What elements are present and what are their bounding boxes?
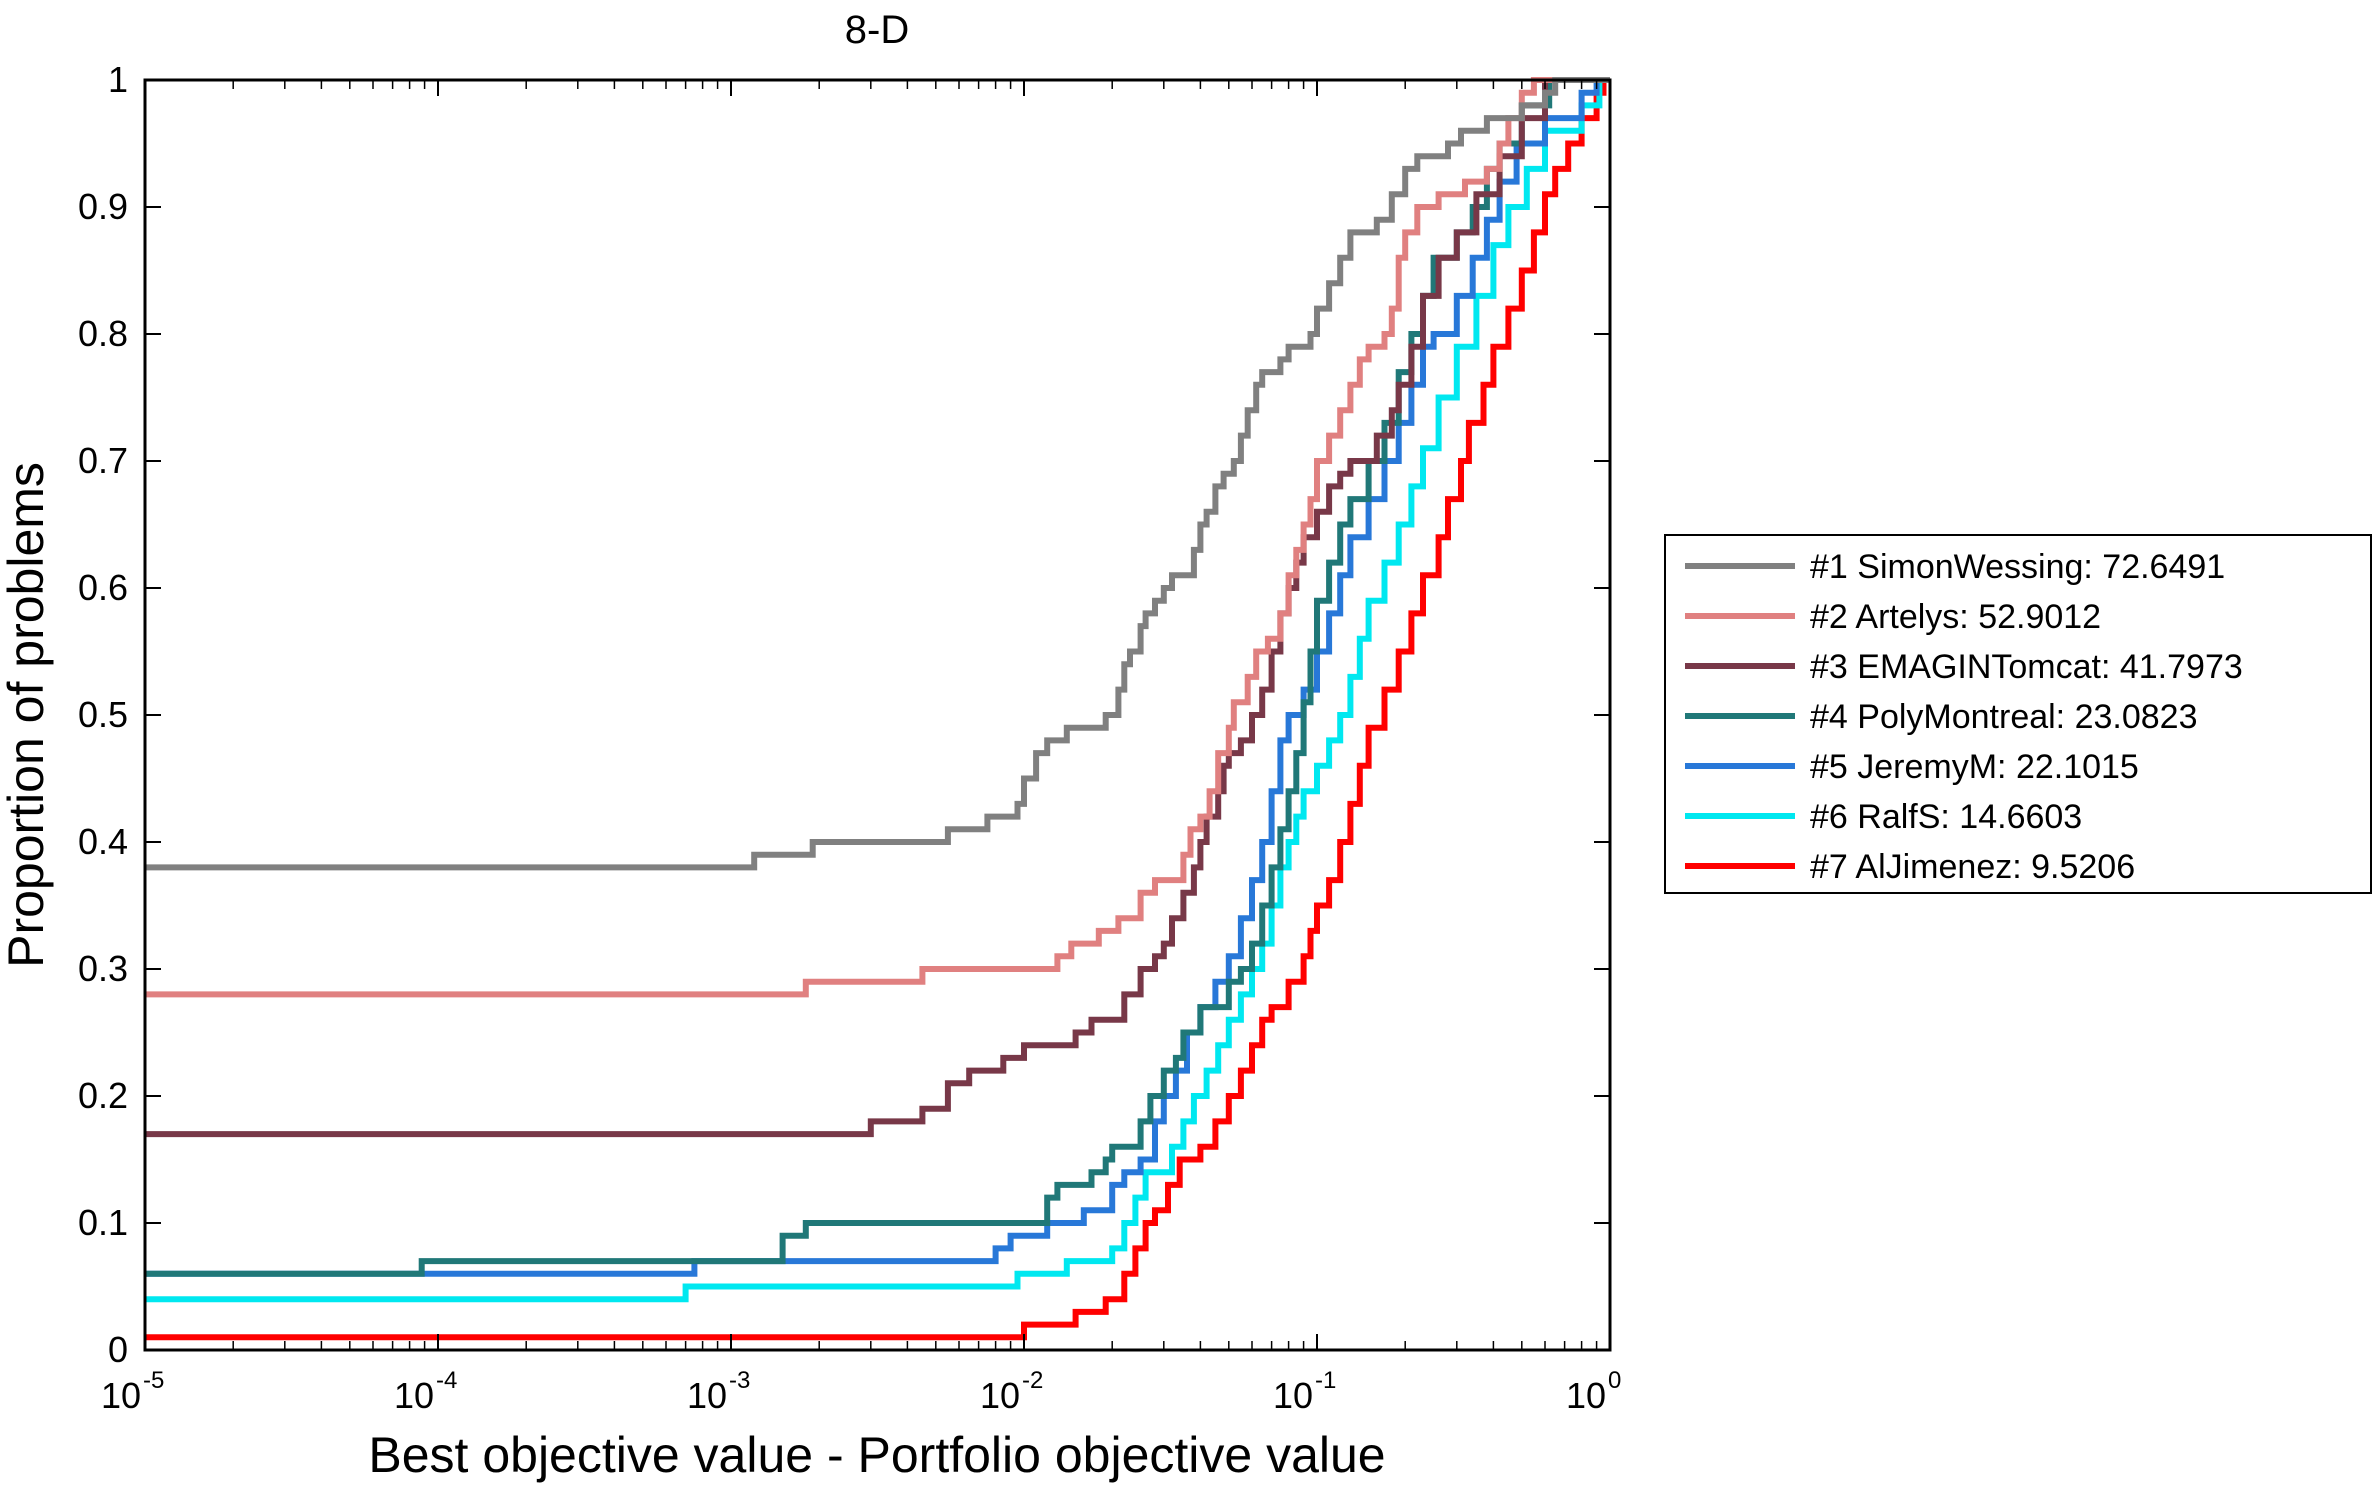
y-axis-title: Proportion of problems	[0, 462, 54, 968]
y-tick-label: 0	[108, 1329, 128, 1370]
series-line-7	[145, 77, 1610, 1341]
legend: #1 SimonWessing: 72.6491 #2 Artelys: 52.9…	[1664, 534, 2372, 894]
x-tick-label: 10	[1273, 1375, 1313, 1416]
series-line-1	[145, 77, 1610, 871]
x-tick-label: 10	[101, 1375, 141, 1416]
x-tick-label: 10	[687, 1375, 727, 1416]
y-tick-label: 0.8	[78, 313, 128, 354]
series-line-2	[145, 77, 1610, 998]
y-tick-label: 0.5	[78, 694, 128, 735]
series-line-3	[145, 77, 1610, 1138]
chart-title: 8-D	[845, 8, 909, 52]
y-axis-ticks: 0 0.1 0.2 0.3 0.4 0.5 0.6 0.7 0.8 0.9 1	[78, 59, 1610, 1370]
x-tick-exponent: -4	[436, 1367, 457, 1394]
y-tick-label: 0.4	[78, 821, 128, 862]
legend-box	[1664, 534, 2372, 894]
x-axis-title: Best objective value - Portfolio objecti…	[368, 1427, 1385, 1483]
series-line-5	[145, 77, 1610, 1277]
x-tick-exponent: -5	[143, 1367, 164, 1394]
y-tick-label: 0.2	[78, 1075, 128, 1116]
legend-label-6: #6 RalfS: 14.6603	[1810, 798, 2082, 836]
x-tick-exponent: -3	[729, 1367, 750, 1394]
series-line-4	[145, 77, 1610, 1277]
legend-label-4: #4 PolyMontreal: 23.0823	[1810, 698, 2197, 736]
x-tick-exponent: 0	[1608, 1367, 1621, 1394]
series-layer	[145, 77, 1610, 1341]
x-axis-ticks: 10 -5 10 -4 10 -3 10 -2 10 -1 10 0	[101, 80, 1621, 1416]
legend-label-7: #7 AlJimenez: 9.5206	[1810, 848, 2135, 886]
x-tick-exponent: -2	[1022, 1367, 1043, 1394]
y-tick-label: 0.1	[78, 1202, 128, 1243]
y-tick-label: 0.9	[78, 186, 128, 227]
legend-label-1: #1 SimonWessing: 72.6491	[1810, 548, 2225, 586]
x-tick-label: 10	[1566, 1375, 1606, 1416]
legend-label-2: #2 Artelys: 52.9012	[1810, 598, 2101, 636]
y-tick-label: 0.7	[78, 440, 128, 481]
y-tick-label: 0.3	[78, 948, 128, 989]
legend-items: #1 SimonWessing: 72.6491 #2 Artelys: 52.9…	[1685, 548, 2243, 886]
plot-frame	[143, 78, 1612, 1352]
series-line-6	[145, 77, 1610, 1303]
x-tick-exponent: -1	[1315, 1367, 1336, 1394]
legend-label-5: #5 JeremyM: 22.1015	[1810, 748, 2139, 786]
x-tick-label: 10	[394, 1375, 434, 1416]
y-tick-label: 1	[108, 59, 128, 100]
y-tick-label: 0.6	[78, 567, 128, 608]
legend-label-3: #3 EMAGINTomcat: 41.7973	[1810, 648, 2243, 686]
x-tick-label: 10	[980, 1375, 1020, 1416]
